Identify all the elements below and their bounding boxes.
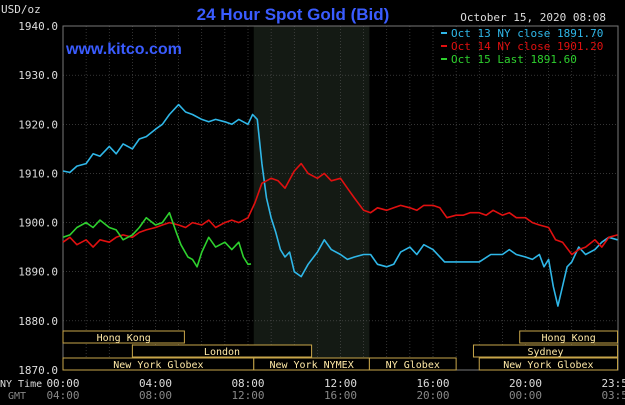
session-bar — [62, 330, 185, 344]
session-label: Hong Kong — [97, 333, 151, 344]
ny-time-label: NY Time — [0, 379, 42, 390]
x-tick-label-ny: 23:59 — [601, 377, 625, 390]
y-tick-label: 1890.0 — [18, 266, 58, 279]
session-bar — [131, 344, 313, 358]
series-line-1 — [62, 103, 618, 307]
y-tick-label: 1880.0 — [18, 315, 58, 328]
x-tick-label-gmt: 00:00 — [509, 389, 542, 402]
x-tick-label-ny: 16:00 — [416, 377, 449, 390]
session-label: London — [204, 347, 240, 358]
y-tick-label: 1940.0 — [18, 20, 58, 33]
series-line-2 — [62, 162, 618, 256]
session-label: New York Globex — [113, 360, 203, 371]
y-tick-label: 1910.0 — [18, 167, 58, 180]
legend-label: Oct 14 NY close 1901.20 — [451, 40, 603, 53]
series-line-3 — [62, 211, 252, 268]
legend-label: Oct 15 Last 1891.60 — [451, 53, 577, 66]
x-tick-label-gmt: 03:59 — [601, 389, 625, 402]
x-tick-label-gmt: 20:00 — [416, 389, 449, 402]
y-unit-label: USD/oz — [1, 3, 41, 16]
y-tick-label: 1870.0 — [18, 364, 58, 377]
x-tick-label-ny: 20:00 — [509, 377, 542, 390]
x-tick-label-gmt: 12:00 — [231, 389, 264, 402]
y-axis-ticks: 1940.0 1930.0 1920.0 1910.0 1900.0 1890.0 1880… — [18, 20, 58, 377]
session-label: New York NYMEX — [269, 360, 353, 371]
trading-sessions: Hong Kong Hong Kong London Sydney New York G… — [62, 330, 619, 371]
session-label: Hong Kong — [542, 333, 596, 344]
session-label: New York Globex — [503, 360, 593, 371]
session-bar — [368, 357, 457, 371]
x-tick-label-ny: 00:00 — [46, 377, 79, 390]
session-bar — [472, 344, 619, 358]
nymex-session-highlight — [253, 26, 370, 370]
series-lines — [62, 103, 618, 307]
x-tick-label-ny: 12:00 — [324, 377, 357, 390]
session-bar — [478, 357, 619, 371]
y-tick-label: 1930.0 — [18, 69, 58, 82]
y-tick-label: 1900.0 — [18, 217, 58, 230]
x-axis-ticks: 00:0004:0004:0008:0008:0012:0012:0016:00… — [46, 377, 625, 402]
y-tick-label: 1920.0 — [18, 118, 58, 131]
session-label: Sydney — [527, 347, 563, 358]
x-tick-label-ny: 04:00 — [139, 377, 172, 390]
gmt-label: GMT — [8, 391, 26, 402]
date-stamp: October 15, 2020 08:08 — [460, 11, 606, 24]
x-tick-label-ny: 08:00 — [231, 377, 264, 390]
x-tick-label-gmt: 16:00 — [324, 389, 357, 402]
x-tick-label-gmt: 04:00 — [46, 389, 79, 402]
chart-title: 24 Hour Spot Gold (Bid) — [197, 5, 390, 24]
watermark-url: www.kitco.com — [65, 41, 182, 58]
session-label: NY Globex — [386, 360, 440, 371]
session-bar — [519, 330, 619, 344]
legend-label: Oct 13 NY close 1891.70 — [451, 27, 603, 40]
x-tick-label-gmt: 08:00 — [139, 389, 172, 402]
